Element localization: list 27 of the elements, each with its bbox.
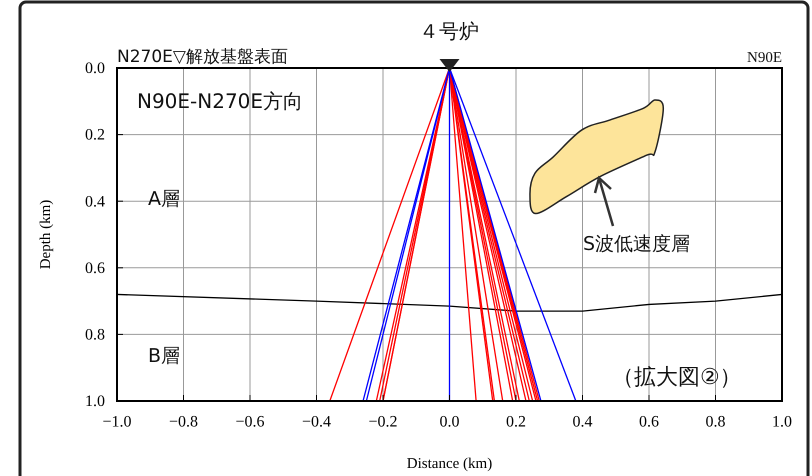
y-tick-label: 0.6: [85, 260, 105, 277]
annotation: S波低速度層: [583, 233, 690, 255]
y-axis-title: Depth (km): [38, 200, 54, 270]
annotation: B層: [148, 345, 180, 367]
x-tick-label: −0.2: [368, 413, 398, 430]
text: N90E: [747, 50, 782, 66]
x-tick-label: 1.0: [772, 413, 792, 430]
x-tick-label: −0.6: [235, 413, 265, 430]
annotation: （拡大図②）: [612, 365, 742, 390]
x-tick-label: 0.4: [572, 413, 592, 430]
y-tick-label: 0.8: [85, 326, 105, 344]
y-tick-label: 0.0: [85, 60, 105, 78]
x-tick-label: −1.0: [102, 413, 132, 430]
x-tick-label: 0.0: [440, 413, 460, 430]
x-axis-title: Distance (km): [406, 456, 492, 472]
text: ４号炉: [419, 19, 479, 43]
annotation: A層: [148, 188, 180, 210]
y-tick-label: 0.4: [85, 193, 105, 210]
y-tick-label: 0.2: [85, 126, 105, 144]
x-tick-label: 0.8: [706, 413, 726, 430]
text: N270E▽解放基盤表面: [117, 47, 288, 67]
x-tick-label: −0.4: [302, 413, 332, 430]
x-tick-label: −0.8: [168, 413, 198, 430]
x-tick-label: 0.6: [639, 413, 659, 430]
x-tick-label: 0.2: [506, 413, 526, 430]
y-tick-label: 1.0: [85, 393, 105, 410]
annotation: N90E-N270E方向: [137, 89, 304, 113]
